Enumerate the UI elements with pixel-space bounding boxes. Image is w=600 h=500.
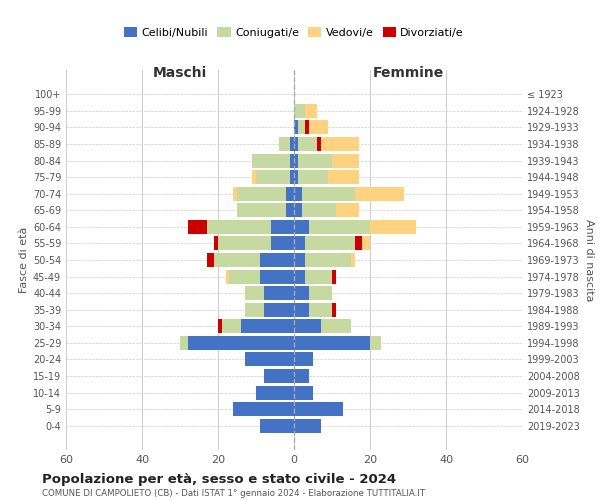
- Bar: [309, 220, 370, 234]
- Bar: [294, 286, 309, 300]
- Bar: [294, 170, 298, 184]
- Bar: [336, 204, 359, 218]
- Bar: [237, 204, 286, 218]
- Bar: [233, 402, 294, 416]
- Bar: [294, 186, 302, 201]
- Bar: [309, 286, 332, 300]
- Bar: [286, 186, 294, 201]
- Bar: [263, 369, 294, 383]
- Bar: [317, 137, 320, 151]
- Bar: [286, 204, 294, 218]
- Bar: [229, 270, 260, 283]
- Bar: [188, 220, 206, 234]
- Bar: [260, 418, 294, 432]
- Bar: [214, 253, 260, 267]
- Text: Maschi: Maschi: [153, 66, 207, 80]
- Bar: [370, 220, 416, 234]
- Bar: [302, 204, 336, 218]
- Bar: [222, 319, 241, 334]
- Bar: [290, 154, 294, 168]
- Bar: [294, 418, 320, 432]
- Bar: [294, 352, 313, 366]
- Bar: [294, 120, 298, 134]
- Bar: [305, 104, 317, 118]
- Bar: [328, 170, 359, 184]
- Bar: [218, 319, 222, 334]
- Bar: [355, 186, 404, 201]
- Bar: [320, 137, 359, 151]
- Bar: [294, 204, 302, 218]
- Text: COMUNE DI CAMPOLIETO (CB) - Dati ISTAT 1° gennaio 2024 - Elaborazione TUTTITALIA: COMUNE DI CAMPOLIETO (CB) - Dati ISTAT 1…: [42, 489, 425, 498]
- Bar: [298, 154, 332, 168]
- Bar: [309, 302, 332, 316]
- Bar: [260, 270, 294, 283]
- Bar: [271, 236, 294, 250]
- Bar: [332, 270, 336, 283]
- Bar: [279, 137, 290, 151]
- Y-axis label: Anni di nascita: Anni di nascita: [584, 219, 594, 301]
- Bar: [309, 120, 328, 134]
- Bar: [305, 236, 355, 250]
- Bar: [320, 319, 351, 334]
- Bar: [332, 154, 359, 168]
- Bar: [355, 236, 362, 250]
- Bar: [226, 270, 229, 283]
- Bar: [294, 270, 305, 283]
- Bar: [206, 220, 271, 234]
- Bar: [206, 253, 214, 267]
- Bar: [294, 369, 309, 383]
- Bar: [294, 154, 298, 168]
- Bar: [290, 170, 294, 184]
- Bar: [245, 302, 263, 316]
- Bar: [263, 302, 294, 316]
- Bar: [298, 170, 328, 184]
- Bar: [294, 236, 305, 250]
- Bar: [256, 170, 290, 184]
- Bar: [290, 137, 294, 151]
- Bar: [298, 120, 305, 134]
- Bar: [241, 319, 294, 334]
- Bar: [294, 104, 305, 118]
- Bar: [351, 253, 355, 267]
- Bar: [294, 402, 343, 416]
- Legend: Celibi/Nubili, Coniugati/e, Vedovi/e, Divorziati/e: Celibi/Nubili, Coniugati/e, Vedovi/e, Di…: [119, 22, 469, 42]
- Bar: [294, 137, 298, 151]
- Y-axis label: Fasce di età: Fasce di età: [19, 227, 29, 293]
- Bar: [294, 220, 309, 234]
- Bar: [233, 186, 237, 201]
- Bar: [294, 319, 320, 334]
- Bar: [370, 336, 382, 350]
- Bar: [252, 170, 256, 184]
- Bar: [252, 154, 290, 168]
- Bar: [362, 236, 370, 250]
- Bar: [294, 336, 370, 350]
- Bar: [298, 137, 317, 151]
- Bar: [256, 386, 294, 400]
- Bar: [305, 120, 309, 134]
- Bar: [271, 220, 294, 234]
- Bar: [218, 236, 271, 250]
- Bar: [260, 253, 294, 267]
- Bar: [302, 186, 355, 201]
- Bar: [294, 302, 309, 316]
- Text: Femmine: Femmine: [373, 66, 443, 80]
- Bar: [245, 352, 294, 366]
- Bar: [237, 186, 286, 201]
- Bar: [180, 336, 188, 350]
- Bar: [245, 286, 263, 300]
- Text: Popolazione per età, sesso e stato civile - 2024: Popolazione per età, sesso e stato civil…: [42, 472, 396, 486]
- Bar: [305, 270, 332, 283]
- Bar: [263, 286, 294, 300]
- Bar: [214, 236, 218, 250]
- Bar: [294, 253, 305, 267]
- Bar: [332, 302, 336, 316]
- Bar: [305, 253, 351, 267]
- Bar: [188, 336, 294, 350]
- Bar: [294, 386, 313, 400]
